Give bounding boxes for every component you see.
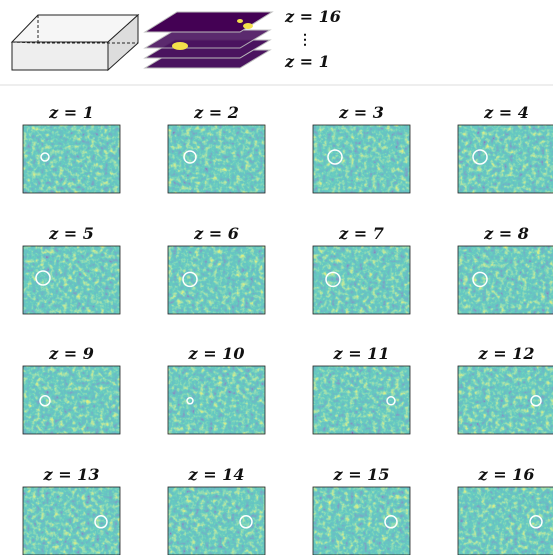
panel-title: z = 13 — [43, 465, 100, 484]
marker-circle — [35, 270, 51, 286]
panel: z = 6 — [167, 224, 266, 315]
panel: z = 12 — [457, 344, 553, 435]
heatmap — [313, 246, 410, 314]
heatmap-frame — [457, 486, 553, 555]
panel-title: z = 8 — [483, 224, 529, 243]
panel-title: z = 14 — [188, 465, 245, 484]
heatmap — [23, 487, 120, 555]
panel-title: z = 3 — [338, 103, 384, 122]
marker-circle — [384, 515, 398, 529]
heatmap-frame — [457, 245, 553, 315]
legend-top-label: z = 16 — [284, 7, 341, 26]
panel: z = 16 — [457, 465, 553, 555]
heatmap — [313, 366, 410, 434]
marker-circle — [40, 152, 50, 162]
panel: z = 13 — [22, 465, 121, 555]
panel: z = 8 — [457, 224, 553, 315]
panel-title: z = 5 — [48, 224, 94, 243]
panel: z = 10 — [167, 344, 266, 435]
panel-title: z = 4 — [483, 103, 529, 122]
marker-circle — [186, 397, 194, 405]
heatmap-frame — [167, 245, 266, 315]
heatmap — [458, 366, 553, 434]
heatmap-frame — [312, 245, 411, 315]
layer-stack — [143, 11, 274, 69]
panel-title: z = 10 — [188, 344, 245, 363]
marker-circle — [182, 271, 198, 288]
marker-circle — [530, 395, 542, 407]
panel: z = 4 — [457, 103, 553, 194]
heatmap — [23, 125, 120, 193]
panel-title: z = 11 — [333, 344, 390, 363]
panel-title: z = 2 — [193, 103, 239, 122]
panel: z = 14 — [167, 465, 266, 555]
heatmap-frame — [167, 124, 266, 194]
panel-title: z = 9 — [48, 344, 94, 363]
panel-title: z = 6 — [193, 224, 239, 243]
marker-circle — [239, 515, 253, 529]
heatmap — [313, 487, 410, 555]
panel: z = 2 — [167, 103, 266, 194]
heatmap-frame — [167, 365, 266, 435]
heatmap-frame — [22, 365, 121, 435]
heatmap — [313, 125, 410, 193]
heatmap-frame — [457, 124, 553, 194]
heatmap — [168, 366, 265, 434]
box-illustration — [10, 13, 140, 72]
heatmap-frame — [22, 124, 121, 194]
panel: z = 9 — [22, 344, 121, 435]
heatmap-frame — [457, 365, 553, 435]
panel-title: z = 7 — [338, 224, 384, 243]
panel-title: z = 15 — [333, 465, 390, 484]
heatmap-frame — [312, 486, 411, 555]
marker-circle — [472, 271, 488, 288]
panel: z = 7 — [312, 224, 411, 315]
marker-circle — [529, 515, 543, 529]
marker-circle — [39, 395, 51, 407]
panel: z = 11 — [312, 344, 411, 435]
heatmap — [458, 125, 553, 193]
panel-title: z = 1 — [48, 103, 94, 122]
heatmap — [168, 487, 265, 555]
marker-circle — [472, 149, 488, 165]
legend-dots: ⋮ — [298, 32, 312, 48]
heatmap-frame — [22, 245, 121, 315]
panel: z = 15 — [312, 465, 411, 555]
heatmap-frame — [22, 486, 121, 555]
panel-title: z = 12 — [478, 344, 535, 363]
heatmap-frame — [167, 486, 266, 555]
heatmap — [458, 487, 553, 555]
marker-circle — [327, 149, 343, 165]
heatmap — [168, 125, 265, 193]
heatmap-frame — [312, 124, 411, 194]
heatmap — [458, 246, 553, 314]
heatmap-frame — [312, 365, 411, 435]
heatmap — [23, 246, 120, 314]
panel-title: z = 16 — [478, 465, 535, 484]
marker-circle — [183, 150, 197, 164]
marker-circle — [325, 271, 341, 288]
panel: z = 3 — [312, 103, 411, 194]
legend-bottom-label: z = 1 — [284, 52, 330, 71]
panel: z = 5 — [22, 224, 121, 315]
heatmap — [168, 246, 265, 314]
panel: z = 1 — [22, 103, 121, 194]
marker-circle — [386, 396, 396, 406]
marker-circle — [94, 515, 108, 529]
heatmap — [23, 366, 120, 434]
